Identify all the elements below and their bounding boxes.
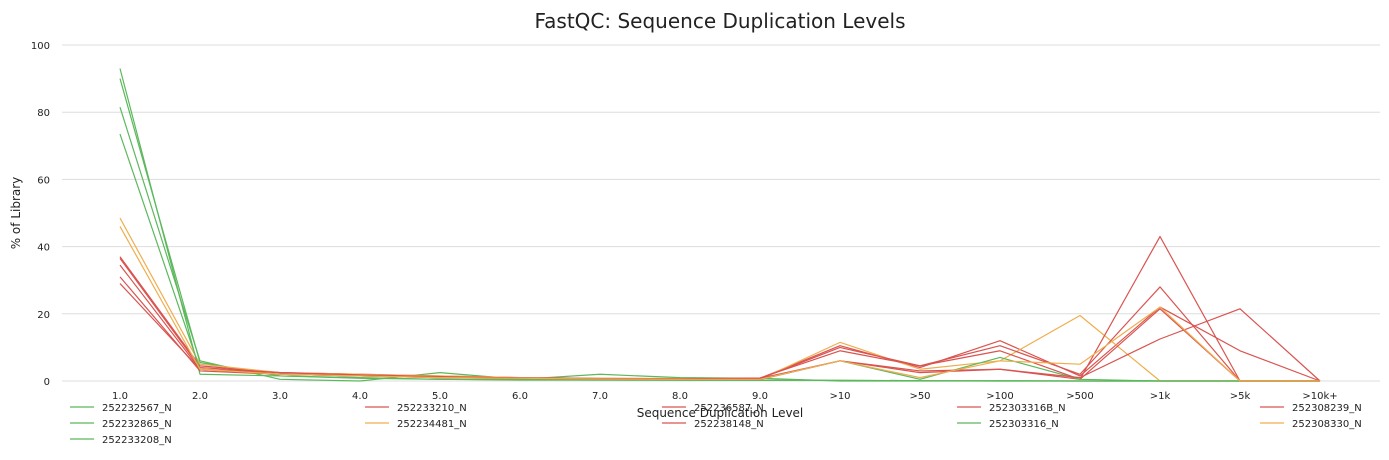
- legend-item[interactable]: 252234481_N: [365, 419, 467, 430]
- legend-item[interactable]: 252303316_N: [957, 419, 1059, 430]
- legend-label: 252303316_N: [989, 419, 1059, 430]
- y-tick-label: 80: [37, 108, 50, 119]
- x-tick-label: 2.0: [192, 391, 208, 402]
- legend-label: 252233210_N: [397, 403, 467, 414]
- legend-item[interactable]: 252308239_N: [1260, 403, 1362, 414]
- legend-item[interactable]: 252303316B_N: [957, 403, 1066, 414]
- series-line-252236587_N: [119, 258, 1320, 382]
- x-tick-label: >5k: [1230, 391, 1251, 402]
- legend-item[interactable]: 252233208_N: [70, 435, 172, 446]
- legend-label: 252236587_N: [694, 403, 764, 414]
- x-tick-label: >1k: [1150, 391, 1171, 402]
- x-tick-label: 4.0: [352, 391, 368, 402]
- series-line-252234481_N: [119, 217, 1320, 382]
- legend-label: 252308330_N: [1292, 419, 1362, 430]
- legend-item[interactable]: 252232865_N: [70, 419, 172, 430]
- legend-label: 252232865_N: [102, 419, 172, 430]
- legend-item[interactable]: 252308330_N: [1260, 419, 1362, 430]
- x-tick-label: 5.0: [432, 391, 448, 402]
- legend-label: 252303316B_N: [989, 403, 1066, 414]
- series-line-252233208_N: [119, 106, 1320, 382]
- series-line-252308330_N: [119, 226, 1320, 382]
- series-line-252303316_N: [119, 133, 1320, 382]
- x-tick-label: 1.0: [112, 391, 128, 402]
- x-tick-label: >10k+: [1302, 391, 1337, 402]
- x-axis-ticks: 1.0 2.0 3.0 4.0 5.0 6.0 7.0 8.0 9.0 >10 >50 >100 >50…: [112, 391, 1338, 402]
- x-tick-label: >50: [909, 391, 930, 402]
- legend-item[interactable]: 252232567_N: [70, 403, 172, 414]
- y-tick-label: 40: [37, 243, 50, 254]
- legend-item[interactable]: 252233210_N: [365, 403, 467, 414]
- series-line-252232865_N: [119, 78, 1320, 382]
- legend: 252232567_N 252232865_N 252233208_N 2522332…: [70, 403, 1362, 446]
- y-axis-label: % of Library: [9, 177, 23, 250]
- y-tick-label: 20: [37, 310, 50, 321]
- x-axis-label: Sequence Duplication Level: [637, 406, 804, 420]
- y-axis-ticks: 0 20 40 60 80 100: [31, 41, 50, 388]
- x-tick-label: >10: [829, 391, 850, 402]
- chart-title: FastQC: Sequence Duplication Levels: [534, 9, 905, 33]
- x-tick-label: >100: [986, 391, 1013, 402]
- series-lines: [119, 68, 1321, 382]
- legend-item[interactable]: 252236587_N: [662, 403, 764, 414]
- x-tick-label: 3.0: [272, 391, 288, 402]
- y-tick-label: 60: [37, 175, 50, 186]
- series-line-252303316B_N: [119, 264, 1320, 382]
- series-line-252233210_N: [119, 256, 1321, 382]
- x-tick-label: 8.0: [672, 391, 688, 402]
- x-tick-label: 7.0: [592, 391, 608, 402]
- x-tick-label: >500: [1066, 391, 1093, 402]
- legend-label: 252238148_N: [694, 419, 764, 430]
- x-tick-label: 6.0: [512, 391, 528, 402]
- legend-label: 252232567_N: [102, 403, 172, 414]
- series-line-252232567_N: [119, 68, 1320, 382]
- legend-item[interactable]: 252238148_N: [662, 419, 764, 430]
- y-tick-label: 100: [31, 41, 50, 52]
- legend-label: 252234481_N: [397, 419, 467, 430]
- x-tick-label: 9.0: [752, 391, 768, 402]
- legend-label: 252308239_N: [1292, 403, 1362, 414]
- y-tick-label: 0: [44, 377, 50, 388]
- legend-label: 252233208_N: [102, 435, 172, 446]
